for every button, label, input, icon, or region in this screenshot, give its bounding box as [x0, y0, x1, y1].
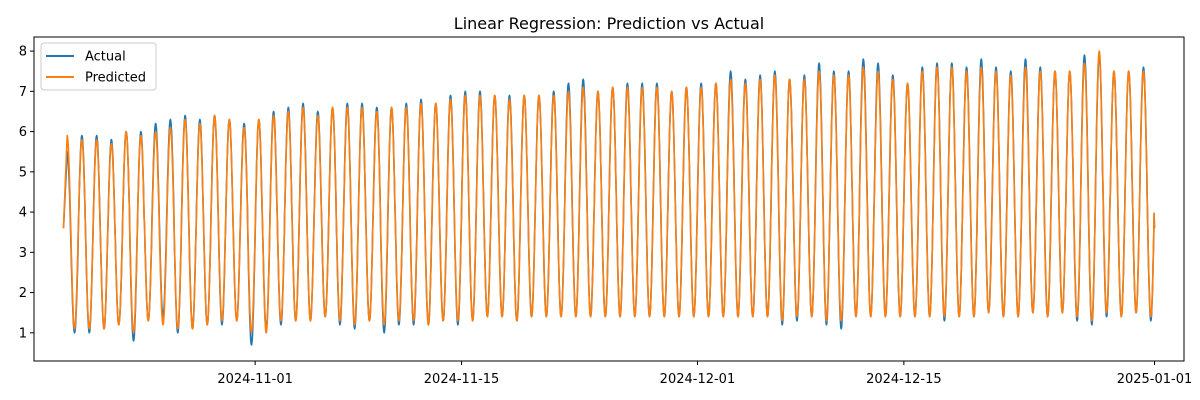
legend-label: Predicted	[85, 71, 146, 86]
legend-label: Actual	[85, 50, 126, 65]
x-tick-label: 2025-01-01	[1117, 372, 1193, 387]
legend-box	[40, 42, 157, 91]
y-tick-label: 4	[19, 206, 27, 221]
chart-title: Linear Regression: Prediction vs Actual	[454, 14, 764, 33]
y-tick-label: 5	[19, 165, 27, 180]
x-tick-label: 2024-12-15	[866, 372, 942, 387]
y-tick-label: 1	[19, 326, 27, 341]
series-layer	[62, 50, 1156, 346]
series-line-predicted	[62, 50, 1156, 334]
x-tick-label: 2024-11-15	[424, 372, 500, 387]
x-tick-label: 2024-12-01	[660, 372, 736, 387]
legend: Actual Predicted	[40, 42, 157, 91]
y-tick-label: 3	[19, 246, 27, 261]
y-tick-label: 6	[19, 125, 27, 140]
y-tick-label: 7	[19, 85, 27, 100]
plot-area	[62, 50, 1156, 346]
y-tick-label: 2	[19, 286, 27, 301]
plot-frame	[33, 36, 1185, 362]
y-tick-label: 8	[19, 45, 27, 60]
y-axis: 1 2 3 4 5 6 7 8	[19, 45, 34, 341]
x-axis: 2024-11-01 2024-11-15 2024-12-01 2024-12-15…	[217, 361, 1192, 387]
x-tick-label: 2024-11-01	[217, 372, 293, 387]
